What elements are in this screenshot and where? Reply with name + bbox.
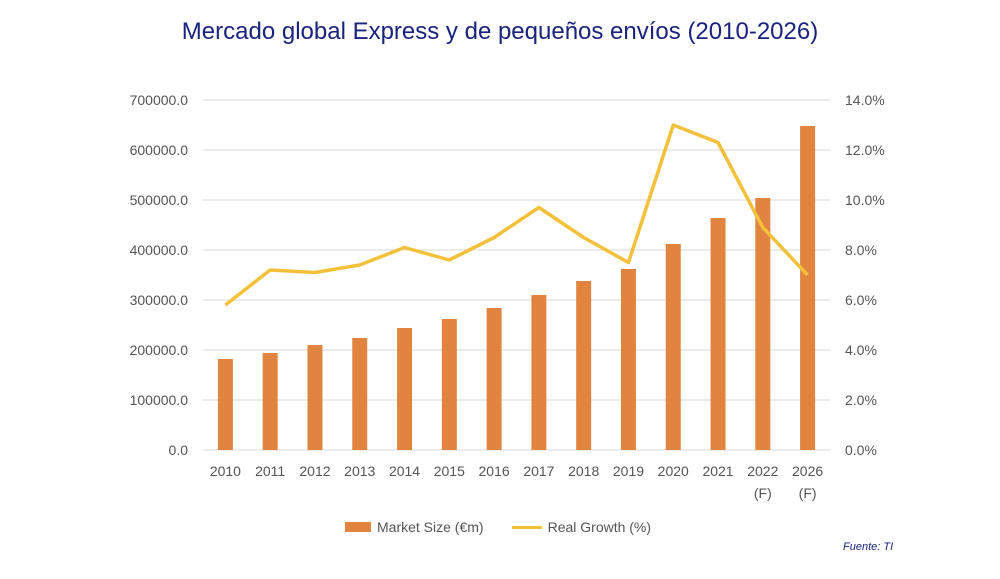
x-tick-label: 2022 bbox=[747, 463, 778, 479]
y-right-tick-label: 4.0% bbox=[845, 342, 877, 358]
y-left-tick-label: 700000.0 bbox=[130, 92, 189, 108]
y-left-tick-label: 200000.0 bbox=[130, 342, 189, 358]
bar-market-size-4 bbox=[397, 328, 413, 450]
x-tick-label: (F) bbox=[754, 485, 772, 501]
x-tick-label: 2017 bbox=[523, 463, 554, 479]
x-tick-label: (F) bbox=[799, 485, 817, 501]
y-right-tick-label: 8.0% bbox=[845, 242, 877, 258]
x-tick-label: 2019 bbox=[613, 463, 644, 479]
y-left-tick-label: 500000.0 bbox=[130, 192, 189, 208]
legend-swatch-real-growth bbox=[511, 525, 542, 529]
y-right-tick-label: 0.0% bbox=[845, 442, 877, 458]
legend: Market Size (€m) Real Growth (%) bbox=[345, 519, 651, 535]
x-tick-label: 2015 bbox=[434, 463, 465, 479]
x-tick-label: 2018 bbox=[568, 463, 599, 479]
y-right-tick-label: 6.0% bbox=[845, 292, 877, 308]
x-tick-label: 2011 bbox=[255, 463, 285, 479]
bar-market-size-7 bbox=[531, 295, 547, 450]
y-left-tick-label: 600000.0 bbox=[130, 142, 189, 158]
y-right-tick-label: 10.0% bbox=[845, 192, 885, 208]
line-real-growth bbox=[224, 123, 809, 307]
y-right-tick-label: 14.0% bbox=[845, 92, 885, 108]
y-left-tick-label: 100000.0 bbox=[130, 392, 189, 408]
legend-label-market-size: Market Size (€m) bbox=[377, 519, 484, 535]
bar-market-size-3 bbox=[352, 338, 368, 450]
bar-market-size-12 bbox=[755, 198, 771, 450]
bar-market-size-13 bbox=[800, 126, 816, 450]
bar-market-size-0 bbox=[217, 359, 233, 450]
x-tick-label: 2026 bbox=[792, 463, 823, 479]
x-tick-label: 2014 bbox=[389, 463, 420, 479]
bar-market-size-6 bbox=[486, 308, 502, 450]
x-tick-label: 2016 bbox=[479, 463, 510, 479]
x-tick-label: 2010 bbox=[210, 463, 241, 479]
bar-market-size-11 bbox=[710, 218, 726, 450]
y-left-tick-label: 0.0 bbox=[169, 442, 189, 458]
y-right-tick-label: 12.0% bbox=[845, 142, 885, 158]
x-tick-label: 2013 bbox=[344, 463, 375, 479]
legend-label-real-growth: Real Growth (%) bbox=[547, 519, 652, 535]
bar-market-size-5 bbox=[441, 319, 457, 450]
legend-swatch-market-size bbox=[345, 522, 371, 532]
y-left-tick-label: 300000.0 bbox=[130, 292, 189, 308]
chart-title: Mercado global Express y de pequeños env… bbox=[181, 18, 819, 45]
bar-market-size-2 bbox=[307, 345, 323, 450]
x-tick-label: 2021 bbox=[702, 463, 733, 479]
x-tick-label: 2012 bbox=[299, 463, 330, 479]
bar-market-size-10 bbox=[665, 244, 681, 450]
bar-market-size-1 bbox=[262, 353, 278, 450]
y-left-tick-label: 400000.0 bbox=[130, 242, 189, 258]
y-right-tick-label: 2.0% bbox=[845, 392, 877, 408]
source-note: Fuente: TI bbox=[843, 541, 894, 553]
bar-market-size-8 bbox=[576, 281, 592, 450]
x-tick-label: 2020 bbox=[658, 463, 689, 479]
bar-market-size-9 bbox=[620, 269, 636, 450]
